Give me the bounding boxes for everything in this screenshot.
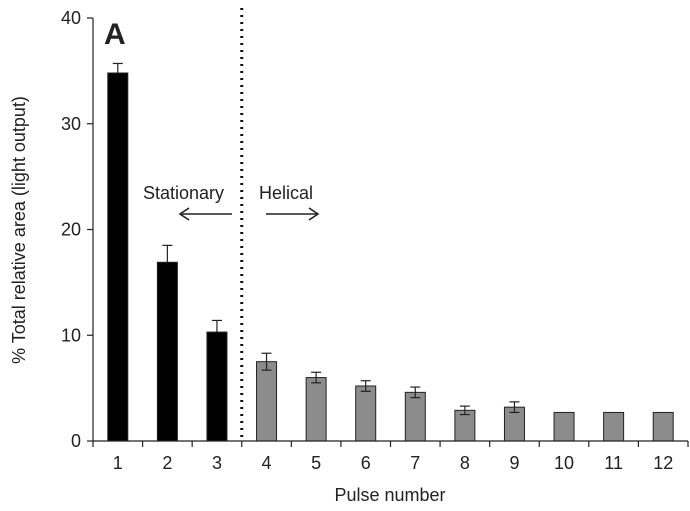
bar-pulse-5 — [305, 377, 327, 442]
y-ticks: 0 10 20 30 40 — [61, 8, 93, 451]
panel-label: A — [104, 18, 126, 51]
x-tick-label: 12 — [653, 453, 673, 473]
y-tick-label: 30 — [61, 114, 81, 134]
x-tick-label: 4 — [262, 453, 272, 473]
error-bars-layer — [112, 62, 520, 416]
y-tick-label: 10 — [61, 325, 81, 345]
annotation-stationary: Stationary — [143, 183, 224, 203]
bars-layer — [107, 72, 674, 442]
y-axis-label: % Total relative area (light output) — [9, 96, 29, 364]
error-bar-pulse-9 — [509, 401, 520, 414]
arrow-stationary — [178, 207, 232, 221]
x-tick-label: 9 — [509, 453, 519, 473]
bar-pulse-6 — [355, 385, 377, 442]
arrow-helical — [266, 207, 320, 221]
y-tick-label: 20 — [61, 220, 81, 240]
x-tick-label: 5 — [311, 453, 321, 473]
y-tick-label: 0 — [71, 431, 81, 451]
x-axis-label: Pulse number — [334, 485, 445, 505]
bar-pulse-1 — [107, 72, 129, 442]
bar-pulse-2 — [156, 261, 178, 442]
error-bar-pulse-5 — [311, 371, 322, 384]
x-tick-label: 7 — [410, 453, 420, 473]
error-bar-pulse-3 — [211, 319, 222, 333]
error-bar-pulse-8 — [459, 405, 470, 416]
error-bar-pulse-2 — [162, 244, 173, 263]
x-tick-label: 3 — [212, 453, 222, 473]
x-tick-label: 2 — [162, 453, 172, 473]
error-bar-pulse-4 — [261, 352, 272, 371]
x-tick-label: 8 — [460, 453, 470, 473]
x-tick-label: 11 — [604, 453, 623, 473]
x-ticks: 1 2 3 4 5 6 7 8 9 10 11 12 — [92, 441, 689, 473]
y-tick-label: 40 — [61, 8, 81, 28]
error-bar-pulse-7 — [410, 386, 421, 399]
bar-pulse-4 — [256, 361, 278, 442]
bar-pulse-7 — [404, 391, 426, 442]
error-bar-pulse-1 — [112, 62, 123, 73]
bar-pulse-12 — [652, 411, 674, 442]
bar-pulse-11 — [603, 411, 625, 442]
bar-pulse-10 — [553, 411, 575, 442]
x-tick-label: 6 — [361, 453, 371, 473]
bar-pulse-3 — [206, 331, 228, 442]
x-tick-label: 10 — [554, 453, 574, 473]
annotation-helical: Helical — [259, 183, 313, 203]
x-tick-label: 1 — [113, 453, 123, 473]
error-bar-pulse-6 — [360, 380, 371, 392]
